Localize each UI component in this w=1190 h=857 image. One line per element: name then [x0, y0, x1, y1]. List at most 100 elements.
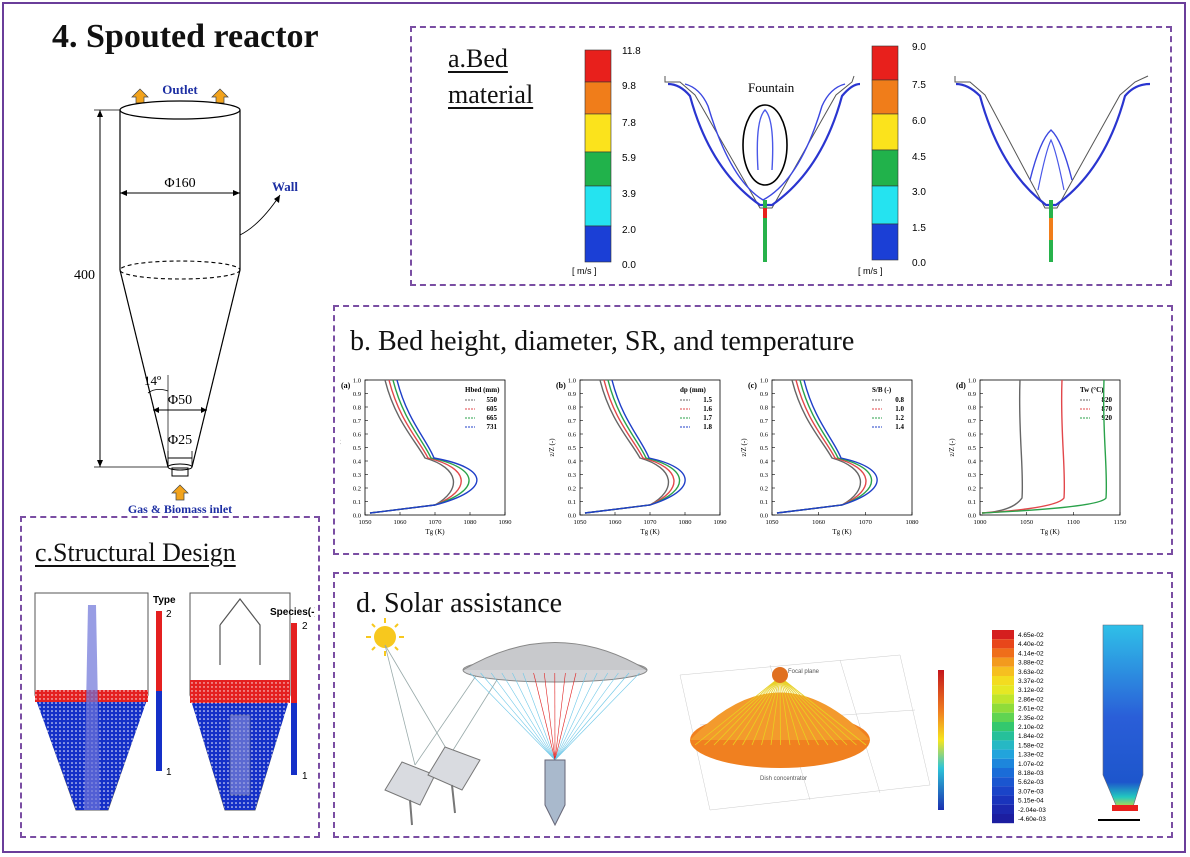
xtick: 1070 [644, 519, 657, 526]
scale-label: 3.07e-03 [1018, 788, 1044, 795]
wall-label: Wall [272, 179, 298, 194]
cb1-t3: 5.9 [622, 153, 636, 164]
param-plot-4: (d) 1.0 0.9 0.8 0.7 0.6 0.5 0.4 0.3 0.2 0.1 0.0 z/Z … [948, 378, 1126, 537]
xtick: 1150 [1114, 519, 1127, 526]
velocity-contour-2 [954, 75, 1151, 262]
series-line [981, 379, 1024, 514]
ytick: 0.1 [968, 499, 976, 506]
ytick: 0.7 [968, 418, 977, 425]
ytick: 0.9 [968, 391, 976, 398]
cb2-t2: 6.0 [912, 116, 926, 127]
legend-entry: 605 [487, 405, 498, 413]
xtick: 1080 [464, 519, 477, 526]
cb2-t3: 4.5 [912, 152, 926, 163]
param-plot-1: (a)1.0 0.9 0.8 0.7 0.6 0.5 0.4 0.3 0.2 0.1 0.0 z/Z … [340, 378, 512, 537]
ray-line [761, 676, 781, 746]
ytick: 0.3 [968, 472, 976, 479]
scale-label: 1.84e-02 [1018, 733, 1044, 740]
ytick: 1.0 [968, 378, 976, 385]
cb1-t1: 9.8 [622, 81, 636, 92]
scale-swatch [992, 768, 1014, 778]
scale-swatch [992, 648, 1014, 658]
velocity-colorbar-1: 11.8 9.8 7.8 5.9 3.9 2.0 0.0 [ m/s ] [572, 46, 641, 276]
ytick: 0.3 [353, 472, 361, 479]
cb1-t4: 3.9 [622, 189, 636, 200]
dish-label: Dish concentrator [760, 776, 807, 782]
scale-swatch [992, 749, 1014, 759]
series-line [584, 379, 669, 514]
panel-a-title-line2: material [448, 80, 534, 109]
ylabel: z/Z (-) [548, 438, 556, 457]
scale-label: 5.15e-04 [1018, 798, 1044, 805]
scale-label: 1.33e-02 [1018, 752, 1044, 759]
ytick: 0.2 [760, 486, 768, 493]
ray-line [554, 672, 566, 761]
height-label: 400 [74, 268, 95, 283]
series-line [369, 379, 462, 514]
xlabel: Tg (K) [832, 528, 852, 536]
main-title: 4. Spouted reactor [52, 18, 319, 55]
ray-line [723, 676, 781, 746]
xlabel: Tg (K) [425, 528, 445, 536]
legend-entry: 0.8 [895, 396, 904, 404]
xtick: 1000 [974, 519, 987, 526]
ytick: 0.0 [968, 513, 976, 520]
xtick: 1060 [812, 519, 825, 526]
structural-design-figure: Type 2 1 Species(-) 2 1 [34, 592, 315, 811]
panel-bed-material [410, 26, 1172, 286]
ray-line [554, 672, 587, 761]
legend-title: S/B (-) [872, 386, 892, 394]
species-min: 1 [302, 771, 308, 782]
ytick: 0.4 [968, 459, 977, 466]
scale-label: -2.04e-03 [1018, 807, 1046, 814]
ray-line [501, 672, 556, 761]
reactor-sim-1 [34, 592, 149, 811]
legend-entry: 1.7 [703, 414, 712, 422]
ytick: 0.8 [353, 405, 361, 412]
ray-line [554, 672, 619, 761]
legend-entry: 1.2 [895, 414, 904, 422]
scale-label: 3.37e-02 [1018, 678, 1044, 685]
ray-line [779, 676, 781, 746]
legend-title: dp (mm) [680, 386, 707, 394]
angle-label: 14º [144, 373, 161, 388]
d50-label: Φ50 [168, 393, 192, 408]
reactor-temperature-contour [1098, 624, 1144, 821]
d25-label: Φ25 [168, 433, 192, 448]
legend-title: Tw (°C) [1080, 386, 1104, 394]
bed-material-figure: 11.8 9.8 7.8 5.9 3.9 2.0 0.0 [ m/s ] Fou… [572, 42, 1151, 276]
xlabel: Tg (K) [640, 528, 660, 536]
ylabel: z/Z (-) [740, 438, 748, 457]
ray-line [554, 672, 630, 761]
xtick: 1060 [394, 519, 407, 526]
d160-label: Φ160 [164, 176, 195, 191]
scale-label: 3.88e-02 [1018, 660, 1044, 667]
ytick: 0.6 [568, 432, 577, 439]
plot-letter: (b) [556, 381, 566, 390]
scale-label: 1.58e-02 [1018, 742, 1044, 749]
plot-letter: (d) [956, 381, 966, 390]
ytick: 0.3 [760, 472, 768, 479]
scale-swatch [992, 795, 1014, 805]
scale-swatch [992, 703, 1014, 713]
ray-line [779, 676, 848, 746]
type-max: 2 [166, 609, 172, 620]
ytick: 0.5 [968, 445, 976, 452]
ray-line [512, 672, 556, 761]
ytick: 0.9 [568, 391, 576, 398]
cb2-t0: 9.0 [912, 42, 926, 53]
legend-entry: 731 [487, 423, 498, 431]
ytick: 0.3 [568, 472, 576, 479]
scale-swatch [992, 804, 1014, 814]
ray-line [779, 676, 800, 746]
panel-parameters [333, 305, 1173, 555]
cb2-t6: 0.0 [912, 258, 926, 269]
plot-letter: (c) [748, 381, 757, 390]
xtick: 1050 [359, 519, 372, 526]
panel-structural-design [20, 516, 320, 838]
series-line [776, 379, 867, 514]
species-max: 2 [302, 621, 308, 632]
ytick: 0.4 [760, 459, 769, 466]
scale-swatch [992, 740, 1014, 750]
legend-title: Hbed (mm) [465, 386, 500, 394]
